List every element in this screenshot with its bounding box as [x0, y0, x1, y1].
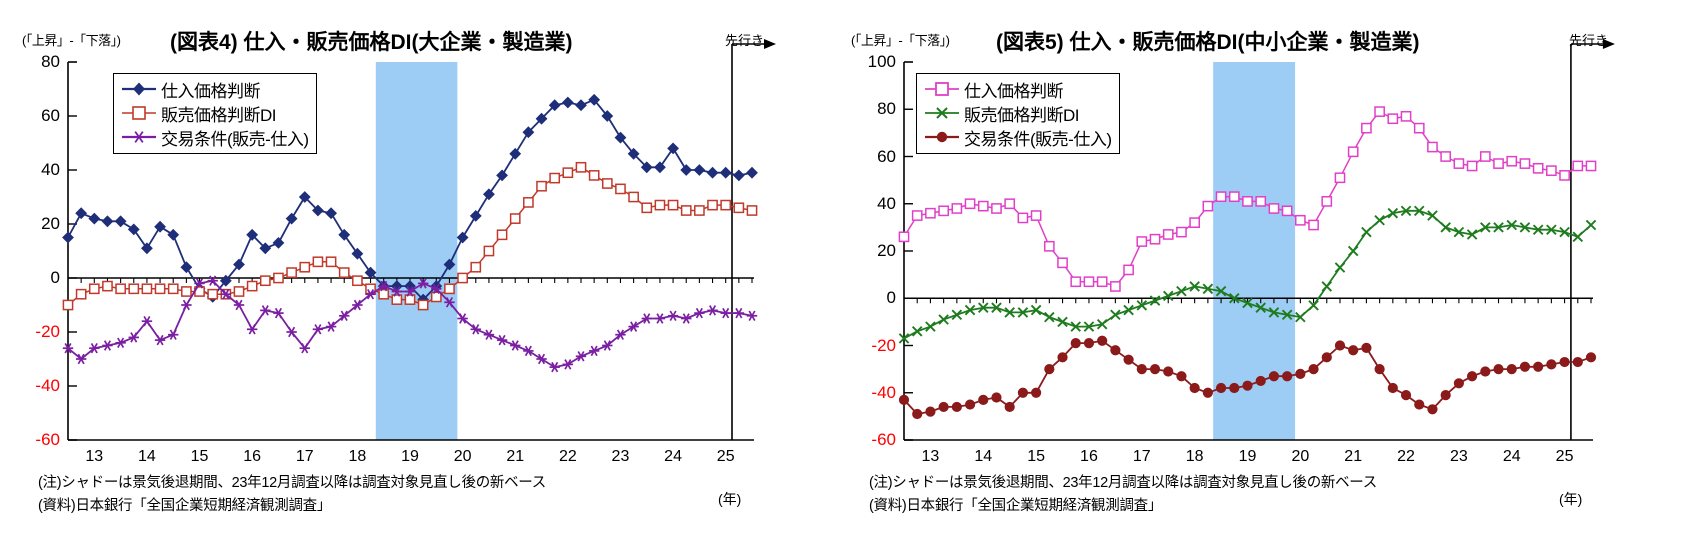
- y-axis-tick-label: -40: [35, 376, 60, 395]
- legend-marker-square-icon: [923, 80, 961, 98]
- y-axis-tick-label: -60: [35, 430, 60, 449]
- y-axis-tick-label: 20: [877, 241, 896, 260]
- footnote-note-right: (注)シャドーは景気後退期間、23年12月調査以降は調査対象見直し後の新ベース: [869, 475, 1377, 491]
- x-axis-tick-label: 18: [348, 448, 367, 465]
- y-axis-tick-label: 20: [41, 214, 60, 233]
- x-axis-tick-label: 23: [611, 448, 630, 465]
- x-axis-tick-label: 23: [1449, 448, 1468, 465]
- x-axis-tick-label: 18: [1185, 448, 1204, 465]
- legend-marker-asterisk-icon: [120, 128, 158, 146]
- chart-panel-right: (「上昇」-「下落」) (図表5) 仕入・販売価格DI(中小企業・製造業) 先行…: [841, 0, 1682, 560]
- legend-label: 販売価格判断DI: [161, 105, 277, 125]
- x-axis-tick-label: 17: [1132, 448, 1151, 465]
- chart-plot-right: [898, 39, 1615, 441]
- x-axis-unit-label-right: (年): [1559, 491, 1583, 507]
- x-axis-tick-label: 16: [1080, 448, 1098, 465]
- y-axis-tick-label: 60: [41, 106, 60, 125]
- legend-label: 交易条件(販売-仕入): [161, 129, 309, 149]
- footnote-note-left: (注)シャドーは景気後退期間、23年12月調査以降は調査対象見直し後の新ベース: [38, 475, 546, 491]
- x-axis-tick-label: 14: [974, 448, 993, 465]
- x-axis-tick-label: 19: [1238, 448, 1257, 465]
- legend-item: 交易条件(販売-仕入): [923, 125, 1112, 149]
- legend-item: 仕入価格判断: [923, 77, 1111, 101]
- x-axis-tick-label: 13: [921, 448, 940, 465]
- legend-marker-circle-icon: [923, 128, 961, 146]
- chart-panel-left: (「上昇」-「下落」) (図表4) 仕入・販売価格DI(大企業・製造業) 先行き…: [22, 31, 777, 514]
- x-axis-tick-label: 25: [1555, 448, 1574, 465]
- y-axis-tick-label: 80: [877, 99, 896, 119]
- x-axis-tick-label: 24: [1502, 448, 1521, 465]
- y-axis-tick-label: 0: [886, 288, 896, 308]
- y-axis-unit-label-left: (「上昇」-「下落」): [22, 33, 121, 48]
- x-axis-tick-label: 14: [138, 448, 156, 465]
- chart-title-right: (図表5) 仕入・販売価格DI(中小企業・製造業): [996, 31, 1420, 54]
- y-axis-tick-label: 40: [41, 160, 60, 179]
- legend-marker-x-icon: [923, 104, 961, 122]
- footnote-source-left: (資料)日本銀行「全国企業短期経済観測調査」: [38, 498, 332, 514]
- x-axis-tick-label: 17: [295, 448, 314, 465]
- x-axis-tick-label: 19: [401, 448, 419, 465]
- footnote-source-right: (資料)日本銀行「全国企業短期経済観測調査」: [869, 498, 1163, 514]
- y-axis-tick-label: 0: [50, 268, 60, 287]
- x-axis-tick-label: 20: [1291, 448, 1310, 465]
- y-axis-unit-label-right: (「上昇」-「下落」): [851, 33, 950, 48]
- x-axis-tick-label: 24: [664, 448, 682, 465]
- x-axis-tick-label: 16: [243, 448, 262, 465]
- legend-right: 仕入価格判断 販売価格判断DI: [916, 73, 1121, 154]
- y-axis-tick-label: 80: [41, 52, 60, 71]
- legend-item: 仕入価格判断: [120, 77, 308, 101]
- x-axis-tick-label: 15: [1027, 448, 1046, 465]
- legend-label: 仕入価格判断: [161, 81, 261, 101]
- x-axis-tick-label: 25: [716, 448, 735, 465]
- legend-label: 交易条件(販売-仕入): [964, 129, 1112, 149]
- y-axis-tick-label: -40: [871, 382, 896, 402]
- chart-plot-left: [62, 39, 777, 441]
- y-axis-tick-label: 60: [877, 146, 896, 166]
- legend-label: 販売価格判断DI: [964, 105, 1080, 125]
- legend-left: 仕入価格判断 販売価格判断DI: [113, 73, 318, 154]
- x-axis-tick-label: 21: [506, 448, 525, 465]
- legend-item: 交易条件(販売-仕入): [120, 125, 309, 149]
- x-axis-tick-label: 13: [85, 448, 104, 465]
- x-axis-tick-label: 22: [558, 448, 577, 465]
- legend-marker-diamond-icon: [120, 80, 158, 98]
- legend-item: 販売価格判断DI: [923, 101, 1111, 125]
- x-axis-unit-label-left: (年): [718, 491, 742, 507]
- legend-label: 仕入価格判断: [964, 81, 1064, 101]
- y-axis-tick-label: -60: [871, 430, 896, 449]
- y-axis-tick-label: 100: [867, 52, 896, 71]
- legend-item: 販売価格判断DI: [120, 101, 308, 125]
- y-axis-tick-label: 40: [877, 193, 896, 213]
- x-axis-tick-label: 22: [1397, 448, 1415, 465]
- y-axis-tick-label: -20: [871, 335, 896, 355]
- legend-marker-square-icon: [120, 104, 158, 122]
- x-axis-tick-label: 15: [190, 448, 209, 465]
- x-axis-tick-label: 21: [1344, 448, 1363, 465]
- x-axis-tick-label: 20: [453, 448, 472, 465]
- y-axis-tick-label: -20: [35, 322, 60, 341]
- chart-title-left: (図表4) 仕入・販売価格DI(大企業・製造業): [170, 31, 573, 54]
